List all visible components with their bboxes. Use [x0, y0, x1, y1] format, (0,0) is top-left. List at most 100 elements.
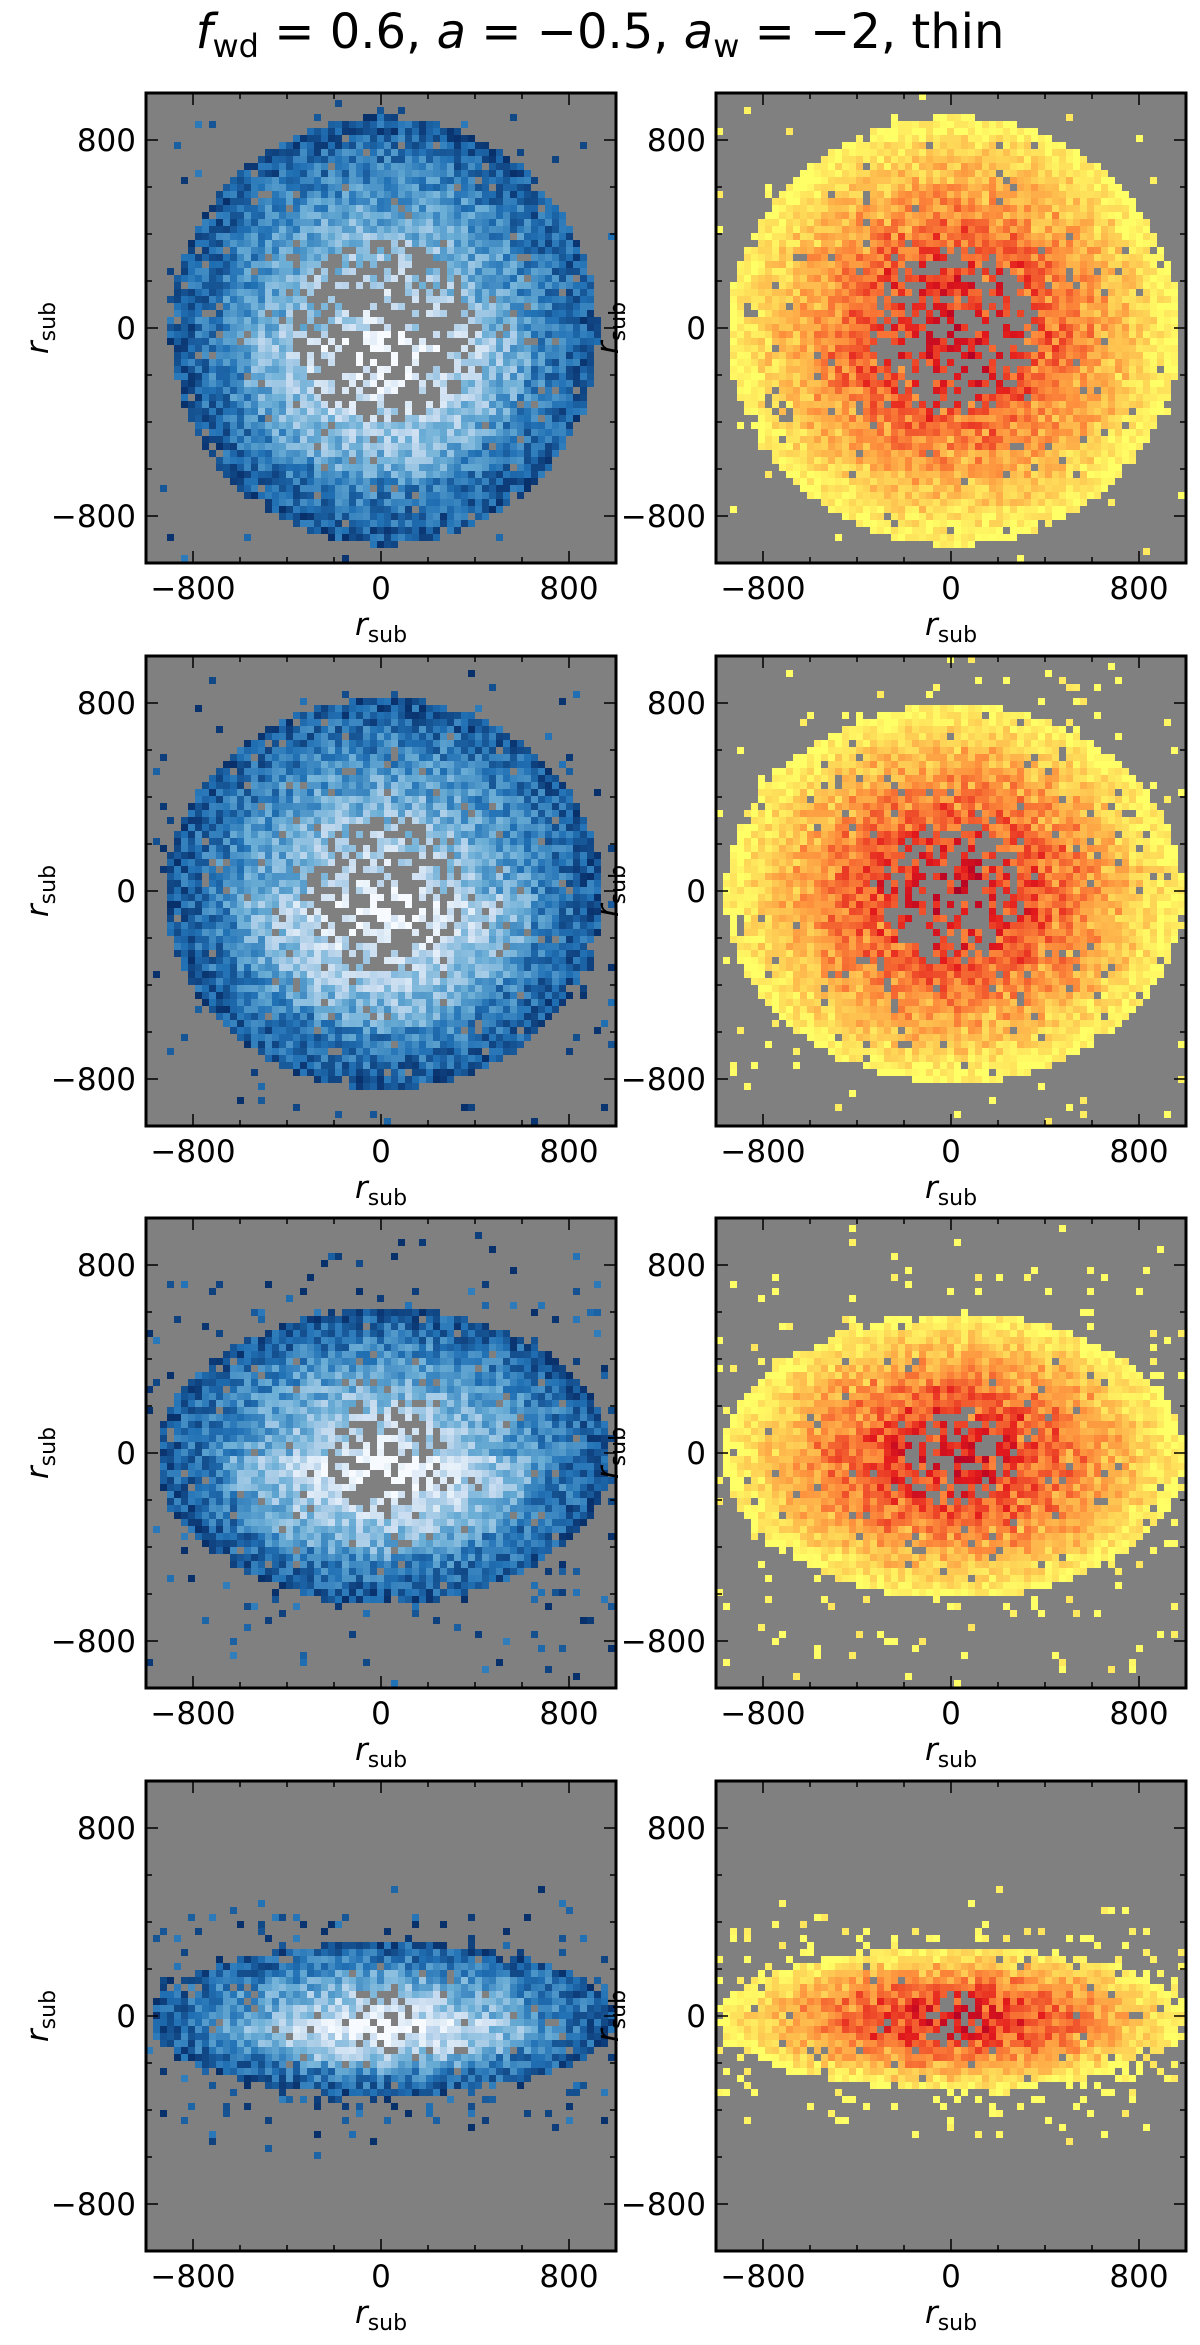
heatmap-cell: [870, 387, 877, 394]
heatmap-cell: [419, 457, 426, 464]
heatmap-cell: [377, 128, 384, 135]
heatmap-cell: [772, 401, 779, 408]
heatmap-cell: [842, 345, 849, 352]
heatmap-cell: [237, 212, 244, 219]
heatmap-cell: [244, 443, 251, 450]
heatmap-cell: [933, 233, 940, 240]
heatmap-cell: [573, 352, 580, 359]
heatmap-cell: [230, 380, 237, 387]
heatmap-cell: [237, 170, 244, 177]
heatmap-cell: [940, 422, 947, 429]
heatmap-cell: [730, 331, 737, 338]
heatmap-cell: [174, 296, 181, 303]
heatmap-cell: [251, 401, 258, 408]
heatmap-cell: [531, 247, 538, 254]
heatmap-cell: [919, 289, 926, 296]
heatmap-cell: [877, 177, 884, 184]
heatmap-cell: [1115, 380, 1122, 387]
heatmap-cell: [489, 240, 496, 247]
heatmap-cell: [356, 121, 363, 128]
heatmap-cell: [877, 415, 884, 422]
heatmap-cell: [384, 198, 391, 205]
heatmap-cell: [863, 422, 870, 429]
heatmap-cell: [468, 366, 475, 373]
heatmap-cell: [891, 338, 898, 345]
heatmap-cell: [1150, 366, 1157, 373]
heatmap-cell: [321, 184, 328, 191]
heatmap-cell: [461, 464, 468, 471]
heatmap-cell: [940, 429, 947, 436]
heatmap-cell: [1129, 443, 1136, 450]
heatmap-cell: [272, 373, 279, 380]
heatmap-cell: [391, 226, 398, 233]
heatmap-cell: [1003, 373, 1010, 380]
heatmap-cell: [1122, 254, 1129, 261]
heatmap-cell: [912, 408, 919, 415]
heatmap-cell: [1038, 142, 1045, 149]
heatmap-cell: [1150, 233, 1157, 240]
heatmap-cell: [314, 380, 321, 387]
heatmap-cell: [1003, 212, 1010, 219]
heatmap-cell: [335, 485, 342, 492]
heatmap-cell: [821, 415, 828, 422]
heatmap-cell: [559, 226, 566, 233]
heatmap-cell: [188, 317, 195, 324]
heatmap-cell: [905, 436, 912, 443]
heatmap-cell: [947, 443, 954, 450]
heatmap-cell: [891, 443, 898, 450]
heatmap-cell: [1129, 296, 1136, 303]
heatmap-cell: [426, 436, 433, 443]
heatmap-cell: [926, 198, 933, 205]
heatmap-cell: [580, 142, 587, 149]
heatmap-cell: [517, 198, 524, 205]
heatmap-cell: [1101, 247, 1108, 254]
heatmap-cell: [1164, 380, 1171, 387]
heatmap-cell: [573, 317, 580, 324]
heatmap-cell: [1066, 408, 1073, 415]
heatmap-cell: [1059, 352, 1066, 359]
heatmap-cell: [905, 191, 912, 198]
heatmap-cell: [538, 212, 545, 219]
heatmap-cell: [800, 219, 807, 226]
heatmap-cell: [181, 345, 188, 352]
heatmap-cell: [919, 296, 926, 303]
heatmap-cell: [209, 261, 216, 268]
heatmap-cell: [244, 198, 251, 205]
heatmap-cell: [272, 380, 279, 387]
heatmap-cell: [772, 443, 779, 450]
heatmap-cell: [1066, 303, 1073, 310]
heatmap-cell: [772, 352, 779, 359]
heatmap-cell: [842, 170, 849, 177]
heatmap-cell: [405, 275, 412, 282]
heatmap-cell: [489, 163, 496, 170]
heatmap-cell: [940, 380, 947, 387]
heatmap-cell: [405, 436, 412, 443]
heatmap-cell: [772, 422, 779, 429]
heatmap-cell: [167, 296, 174, 303]
heatmap-cell: [370, 394, 377, 401]
heatmap-cell: [898, 261, 905, 268]
heatmap-cell: [356, 513, 363, 520]
heatmap-cell: [1129, 198, 1136, 205]
heatmap-cell: [779, 359, 786, 366]
heatmap-cell: [300, 429, 307, 436]
heatmap-cell: [975, 310, 982, 317]
heatmap-cell: [328, 408, 335, 415]
heatmap-cell: [230, 296, 237, 303]
heatmap-cell: [863, 149, 870, 156]
heatmap-cell: [510, 184, 517, 191]
heatmap-cell: [1150, 275, 1157, 282]
heatmap-cell: [328, 121, 335, 128]
heatmap-cell: [1080, 275, 1087, 282]
heatmap-cell: [1059, 226, 1066, 233]
heatmap-cell: [1052, 310, 1059, 317]
heatmap-cell: [349, 478, 356, 485]
heatmap-cell: [209, 233, 216, 240]
heatmap-cell: [370, 254, 377, 261]
heatmap-cell: [842, 380, 849, 387]
heatmap-cell: [482, 275, 489, 282]
heatmap-cell: [517, 219, 524, 226]
heatmap-cell: [510, 254, 517, 261]
heatmap-cell: [510, 289, 517, 296]
heatmap-cell: [905, 219, 912, 226]
